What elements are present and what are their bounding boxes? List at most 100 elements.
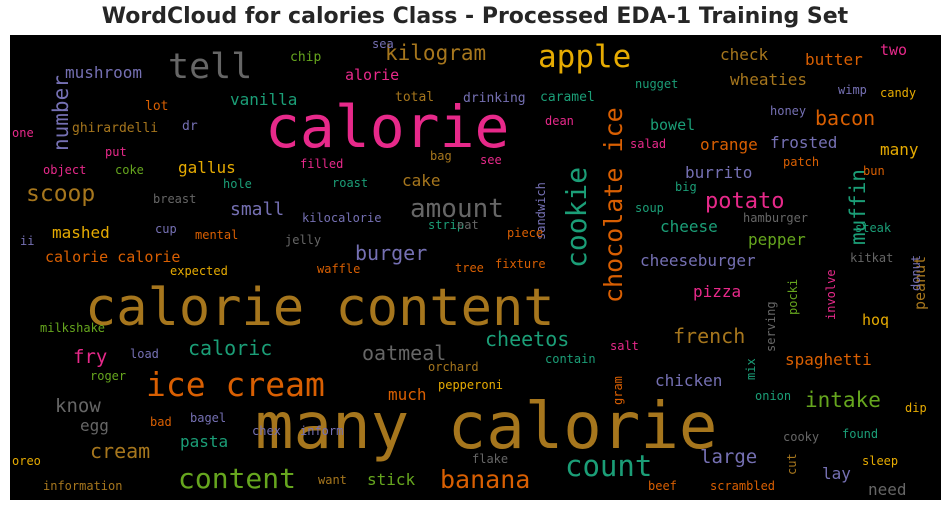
word-salt: salt: [610, 339, 639, 353]
word-cheeseburger: cheeseburger: [640, 251, 756, 270]
word-bun: bun: [863, 164, 885, 178]
word-honey: honey: [770, 104, 806, 118]
word-burrito: burrito: [685, 163, 752, 182]
word-pepperoni: pepperoni: [438, 378, 503, 392]
word-chip: chip: [290, 50, 321, 65]
word-much: much: [388, 385, 427, 404]
word-flake: flake: [472, 452, 508, 466]
word-stick: stick: [367, 470, 416, 489]
word-number: number: [49, 75, 73, 151]
word-load: load: [130, 347, 159, 361]
word-kilogram: kilogram: [385, 41, 486, 65]
word-need: need: [868, 480, 907, 499]
word-intake: intake: [805, 388, 881, 412]
word-mix: mix: [744, 358, 758, 380]
word-many-calorie: many calorie: [255, 390, 717, 464]
word-hamburger: hamburger: [743, 211, 808, 225]
word-cheese: cheese: [660, 217, 718, 236]
word-want: want: [318, 473, 347, 487]
word-cut: cut: [785, 453, 799, 475]
word-roast: roast: [332, 176, 368, 190]
word-onion: onion: [755, 389, 791, 403]
word-mashed: mashed: [52, 223, 110, 242]
word-soup: soup: [635, 201, 664, 215]
wordcloud-svg: calorie calorie content many calorie apple t…: [12, 37, 929, 499]
word-ice-cream: ice cream: [146, 365, 325, 404]
word-spaghetti: spaghetti: [785, 350, 872, 369]
word-cup: cup: [155, 222, 177, 236]
word-beef: beef: [648, 479, 677, 493]
word-check: check: [720, 45, 769, 64]
word-sandwich: sandwich: [534, 182, 548, 240]
word-gram: gram: [611, 376, 625, 405]
word-bad: bad: [150, 415, 172, 429]
word-tree: tree: [455, 261, 484, 275]
word-amount: amount: [410, 194, 504, 224]
word-banana: banana: [440, 465, 530, 494]
chart-title: WordCloud for calories Class - Processed…: [101, 4, 849, 29]
word-mental: mental: [195, 228, 238, 242]
word-pizza: pizza: [693, 282, 741, 301]
word-jelly: jelly: [285, 233, 321, 247]
word-egg: egg: [80, 416, 109, 435]
word-fry: fry: [73, 346, 107, 368]
word-one: one: [12, 126, 34, 140]
word-butter: butter: [805, 50, 863, 69]
word-orchard: orchard: [428, 360, 479, 374]
word-involve: involve: [824, 269, 838, 320]
word-calorie: calorie: [265, 93, 509, 161]
word-lot: lot: [145, 99, 168, 114]
word-alorie: alorie: [345, 66, 399, 84]
word-caloric: caloric: [188, 336, 272, 360]
word-caramel: caramel: [540, 90, 595, 105]
word-lay: lay: [822, 464, 851, 483]
word-scrambled: scrambled: [710, 479, 775, 493]
word-oreo: oreo: [12, 454, 41, 468]
word-bowel: bowel: [650, 116, 695, 134]
word-burger: burger: [355, 241, 427, 265]
word-total: total: [395, 90, 434, 105]
word-apple: apple: [538, 39, 631, 75]
word-candy: candy: [880, 86, 916, 100]
word-bag: bag: [430, 149, 452, 163]
word-pasta: pasta: [180, 432, 228, 451]
word-frosted: frosted: [770, 133, 837, 152]
word-hole: hole: [223, 177, 252, 191]
word-french: french: [673, 324, 745, 348]
word-hoq: hoq: [862, 311, 889, 329]
word-dr: dr: [182, 119, 198, 134]
word-cooky: cooky: [783, 430, 819, 444]
word-pocki: pocki: [786, 279, 800, 315]
word-oatmeal: oatmeal: [362, 341, 446, 365]
word-contain: contain: [545, 352, 596, 366]
word-inform: inform: [300, 424, 343, 438]
word-expected: expected: [170, 264, 228, 278]
word-big: big: [675, 180, 697, 194]
word-donut: donut: [909, 255, 923, 291]
word-chex: chex: [252, 424, 281, 438]
word-wimp: wimp: [838, 83, 867, 97]
word-vanilla: vanilla: [230, 90, 297, 109]
word-ghirardelli: ghirardelli: [72, 121, 158, 136]
word-cream: cream: [90, 439, 150, 463]
word-two: two: [880, 41, 907, 59]
word-object: object: [43, 163, 86, 177]
word-many: many: [880, 140, 919, 159]
word-sea: sea: [372, 37, 394, 51]
word-small: small: [230, 199, 284, 220]
word-roger: roger: [90, 369, 126, 383]
word-filled: filled: [300, 157, 343, 171]
word-count: count: [565, 449, 652, 483]
word-chicken: chicken: [655, 371, 722, 390]
word-nugget: nugget: [635, 77, 678, 91]
word-strip: strip: [428, 218, 464, 232]
word-bacon: bacon: [815, 106, 875, 130]
word-see: see: [480, 153, 502, 167]
word-cake: cake: [402, 171, 441, 190]
word-put: put: [105, 145, 127, 159]
word-large: large: [700, 446, 757, 468]
word-cheetos: cheetos: [485, 327, 569, 351]
word-drinking: drinking: [463, 91, 526, 106]
word-ii: ii: [20, 234, 34, 248]
word-cookie: cookie: [560, 167, 593, 268]
